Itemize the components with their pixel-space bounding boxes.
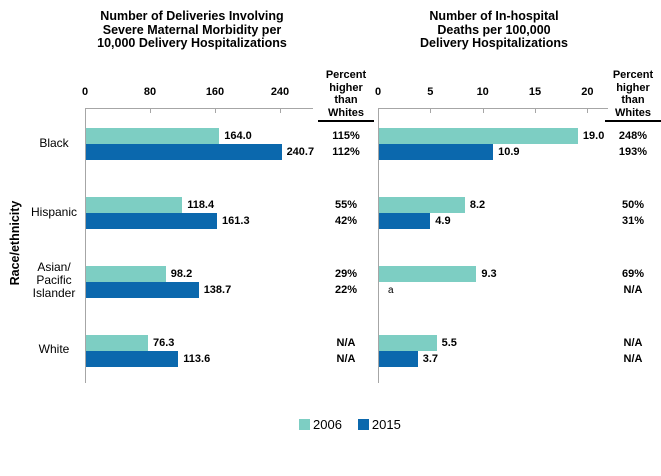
percent-value: N/A bbox=[623, 336, 643, 349]
bar-value-label: 240.7 bbox=[286, 146, 315, 159]
bar-2006-black bbox=[379, 128, 578, 145]
percent-header-rule-1 bbox=[605, 120, 661, 122]
percent-value: 42% bbox=[334, 215, 358, 228]
percent-header-rule-0 bbox=[318, 120, 374, 122]
y-axis-line-0 bbox=[85, 108, 86, 383]
bar-value-label: 10.9 bbox=[498, 146, 520, 159]
bar-value-label: 113.6 bbox=[183, 352, 211, 365]
bar-value-label: 3.7 bbox=[422, 352, 439, 365]
x-axis-tick-label-1: 10 bbox=[476, 86, 489, 98]
x-axis-tick-label-1: 20 bbox=[581, 86, 594, 98]
legend-item-2006: 2006 bbox=[299, 417, 342, 432]
percent-value: 115% bbox=[332, 130, 360, 143]
bar-value-label: 118.4 bbox=[187, 199, 215, 212]
bar-2006-white bbox=[379, 334, 437, 351]
legend-swatch-2015-icon bbox=[357, 419, 369, 430]
bar-value-label: 98.2 bbox=[170, 267, 193, 280]
x-axis-tick-1 bbox=[535, 108, 537, 113]
x-axis-tick-1 bbox=[378, 108, 379, 113]
bar-value-label: 19.0 bbox=[582, 130, 605, 143]
bar-2006-hispanic bbox=[86, 197, 183, 214]
bar-value-label: 161.3 bbox=[222, 215, 250, 228]
percent-value: 112% bbox=[332, 146, 360, 159]
bar-2006-asian-pacific-islander bbox=[379, 265, 477, 282]
percent-value: 29% bbox=[334, 267, 358, 280]
percent-header-1: Percent higher than Whites bbox=[612, 69, 654, 120]
chart-title-0: Number of Deliveries Involving Severe Ma… bbox=[97, 9, 287, 50]
bar-value-label: 9.3 bbox=[481, 267, 497, 280]
percent-value: 69% bbox=[621, 267, 645, 280]
percent-header-0: Percent higher than Whites bbox=[325, 69, 367, 120]
bar-2015-white bbox=[86, 350, 179, 367]
chart-title-1: Number of In-hospital Deaths per 100,000… bbox=[420, 9, 568, 50]
bar-value-label: 138.7 bbox=[203, 283, 232, 296]
legend-label-2006: 2006 bbox=[313, 417, 342, 432]
category-label-black: Black bbox=[39, 135, 69, 150]
x-axis-tick-label-1: 5 bbox=[427, 86, 434, 98]
x-axis-tick-label-0: 160 bbox=[205, 86, 225, 98]
bar-value-label: 4.9 bbox=[435, 215, 451, 228]
percent-value: N/A bbox=[623, 352, 643, 365]
x-axis-tick-label-1: 15 bbox=[528, 86, 542, 98]
x-axis-tick-0 bbox=[85, 108, 86, 113]
legend-swatch-2006-icon bbox=[299, 419, 310, 430]
bar-2006-hispanic bbox=[379, 197, 465, 214]
x-axis-tick-0 bbox=[280, 108, 281, 113]
bar-2015-black bbox=[379, 144, 494, 161]
bar-value-label: 8.2 bbox=[469, 199, 486, 212]
bar-value-label: 164.0 bbox=[224, 130, 252, 143]
category-label-asian-pacific-islander: Asian/ Pacific Islander bbox=[32, 260, 76, 301]
bar-value-label: 5.5 bbox=[441, 336, 457, 349]
bar-2006-asian-pacific-islander bbox=[86, 265, 166, 282]
percent-value: 22% bbox=[334, 283, 358, 296]
bar-2006-white bbox=[86, 334, 148, 351]
x-axis-tick-1 bbox=[587, 108, 589, 113]
percent-value: N/A bbox=[336, 336, 356, 349]
x-axis-line-1 bbox=[378, 108, 609, 109]
category-label-white: White bbox=[38, 342, 70, 357]
bar-2015-hispanic bbox=[86, 213, 218, 230]
bar-2015-black bbox=[86, 144, 282, 161]
bar-2015-asian-pacific-islander bbox=[86, 281, 199, 298]
category-label-hispanic: Hispanic bbox=[30, 204, 78, 219]
y-axis-line-1 bbox=[378, 108, 379, 383]
percent-value: 31% bbox=[621, 215, 645, 228]
x-axis-tick-1 bbox=[482, 108, 484, 113]
bar-value-label: 76.3 bbox=[152, 336, 175, 349]
bar-2015-white bbox=[379, 350, 418, 367]
x-axis-tick-label-0: 240 bbox=[270, 86, 290, 98]
footnote-marker: a bbox=[388, 284, 394, 296]
x-axis-tick-label-0: 0 bbox=[81, 86, 89, 98]
percent-value: N/A bbox=[623, 283, 643, 296]
legend-label-2015: 2015 bbox=[371, 417, 401, 432]
bar-2006-black bbox=[86, 128, 220, 145]
percent-value: 55% bbox=[334, 199, 358, 212]
percent-value: 193% bbox=[618, 146, 648, 159]
x-axis-line-0 bbox=[85, 108, 313, 109]
x-axis-tick-label-1: 0 bbox=[374, 86, 382, 98]
percent-value: 248% bbox=[618, 130, 648, 143]
x-axis-tick-label-0: 80 bbox=[143, 86, 157, 98]
x-axis-tick-1 bbox=[430, 108, 432, 113]
x-axis-tick-0 bbox=[215, 108, 216, 113]
bar-2015-hispanic bbox=[379, 213, 431, 230]
percent-value: N/A bbox=[336, 352, 356, 365]
percent-value: 50% bbox=[621, 199, 645, 212]
legend-item-2015: 2015 bbox=[357, 417, 401, 432]
legend: 2006 2015 bbox=[299, 417, 401, 432]
x-axis-tick-0 bbox=[150, 108, 151, 113]
